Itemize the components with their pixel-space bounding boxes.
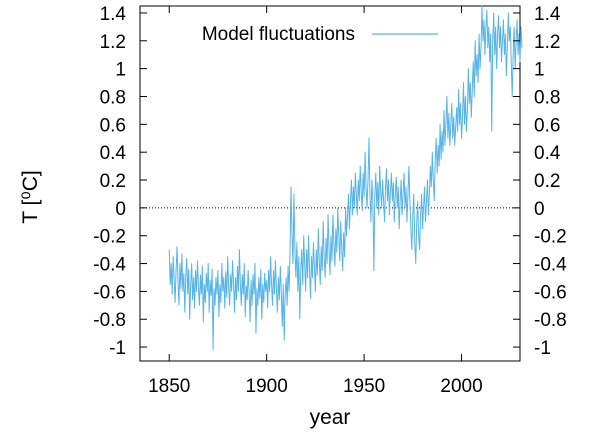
y2-tick-label: 0.2 <box>534 171 560 192</box>
y-tick-label: 0 <box>115 199 126 220</box>
legend-label: Model fluctuations <box>202 24 355 45</box>
series-line-0 <box>168 5 523 351</box>
ticks-layer: -1 -1 -0.8 -0.8 -0.6 -0.6 -0.4 -0.4 -0.2 -0.2 0 0 0.… <box>93 4 567 397</box>
y-axis-title: T [⁰C] <box>19 170 42 224</box>
y-tick-label: 0.2 <box>100 171 126 192</box>
y2-tick-label: 1.4 <box>534 4 561 25</box>
y2-tick-label: -0.8 <box>534 310 567 331</box>
y2-tick-label: 0.8 <box>534 87 560 108</box>
y-tick-label: -0.8 <box>93 310 126 331</box>
y-tick-label: -0.4 <box>93 255 126 276</box>
y-tick-label: 0.8 <box>100 87 126 108</box>
legend: Model fluctuations <box>202 24 438 45</box>
y-tick-label: -0.6 <box>93 282 126 303</box>
y2-tick-label: 1.2 <box>534 32 560 53</box>
y-tick-label: 1.2 <box>100 32 126 53</box>
series-layer <box>168 5 523 351</box>
y2-tick-label: 0.6 <box>534 115 560 136</box>
y2-tick-label: -0.2 <box>534 227 567 248</box>
y2-tick-label: 0 <box>534 199 545 220</box>
x-tick-label: 1900 <box>246 376 288 397</box>
x-tick-label: 1950 <box>343 376 385 397</box>
x-tick-label: 2000 <box>440 376 482 397</box>
x-tick-label: 1850 <box>148 376 190 397</box>
plot-border <box>139 5 521 362</box>
y2-tick-label: 1 <box>534 60 545 81</box>
y-tick-label: 1 <box>115 60 126 81</box>
y-tick-label: 1.4 <box>100 4 127 25</box>
y-tick-label: 0.4 <box>100 143 127 164</box>
y-tick-label: -1 <box>109 338 126 359</box>
y2-tick-label: 0.4 <box>534 143 561 164</box>
y2-tick-label: -0.6 <box>534 282 567 303</box>
x-axis-title: year <box>310 406 351 429</box>
y2-tick-label: -0.4 <box>534 255 567 276</box>
plot-frame <box>139 5 521 362</box>
y-tick-label: 0.6 <box>100 115 126 136</box>
y-tick-label: -0.2 <box>93 227 126 248</box>
y2-tick-label: -1 <box>534 338 551 359</box>
